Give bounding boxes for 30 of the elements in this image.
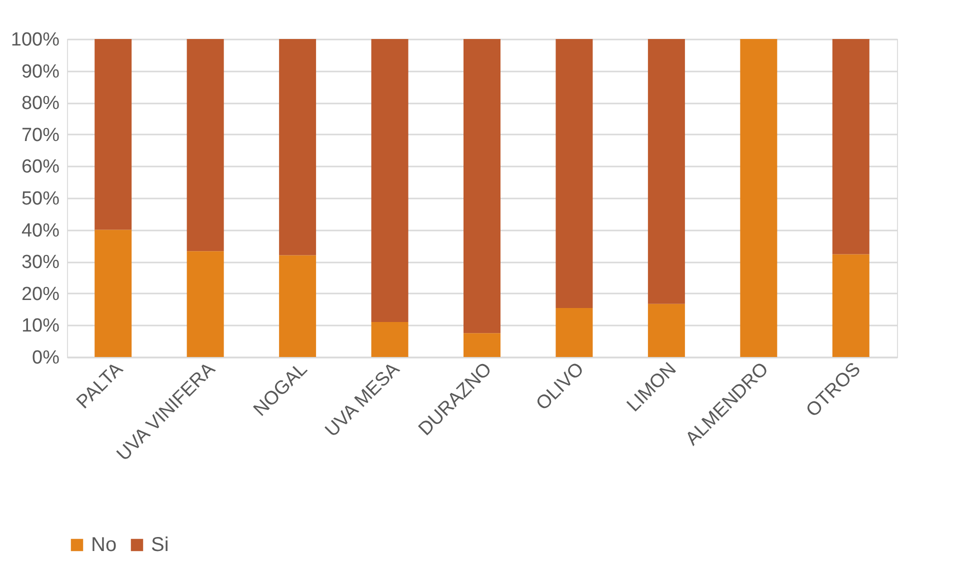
- y-tick-label: 10%: [21, 316, 60, 337]
- bar: [556, 39, 593, 308]
- bar: [464, 39, 500, 334]
- legend-label: No: [91, 534, 117, 556]
- y-tick-label: 60%: [21, 156, 60, 178]
- bar: [279, 255, 316, 357]
- y-tick-label: 30%: [21, 252, 60, 274]
- bar: [648, 39, 685, 304]
- y-tick-label: 40%: [21, 220, 60, 242]
- y-tick-label: 0%: [32, 348, 60, 368]
- y-tick-label: 20%: [21, 284, 60, 305]
- y-tick-label: 50%: [21, 188, 60, 210]
- bar: [94, 230, 132, 357]
- bar: [740, 39, 778, 357]
- bar: [94, 39, 132, 230]
- y-tick-label: 70%: [21, 124, 60, 146]
- bar: [371, 39, 408, 322]
- bar: [556, 308, 593, 357]
- y-tick-label: 100%: [10, 30, 60, 50]
- bar: [279, 39, 316, 256]
- bar: [371, 322, 408, 357]
- bar: [832, 39, 870, 254]
- bar: [464, 333, 500, 357]
- bar: [186, 39, 224, 252]
- y-tick-label: 90%: [21, 61, 60, 82]
- bar: [186, 251, 224, 357]
- bar: [832, 254, 870, 357]
- bar: [648, 304, 685, 357]
- legend-label: Si: [151, 534, 169, 556]
- y-tick-label: 80%: [21, 93, 60, 114]
